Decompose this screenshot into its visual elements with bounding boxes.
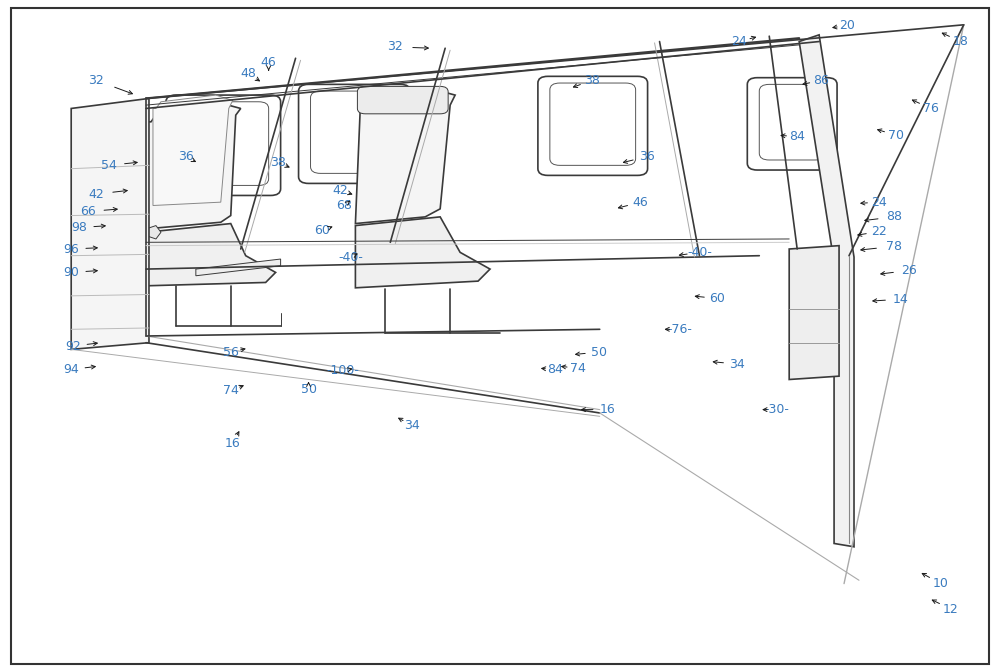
Polygon shape [146, 101, 241, 229]
Text: 24: 24 [731, 35, 747, 48]
Text: 54: 54 [101, 159, 117, 172]
Text: 96: 96 [63, 243, 79, 255]
Text: 26: 26 [901, 264, 917, 277]
Text: 50: 50 [301, 383, 317, 396]
Polygon shape [355, 89, 455, 224]
Polygon shape [153, 95, 233, 206]
Polygon shape [146, 226, 161, 239]
Text: 56: 56 [223, 345, 239, 359]
FancyBboxPatch shape [759, 85, 825, 160]
Text: 36: 36 [178, 150, 194, 163]
Text: -40-: -40- [687, 246, 712, 259]
Text: 34: 34 [729, 358, 745, 370]
Text: 20: 20 [839, 19, 855, 32]
Polygon shape [196, 259, 281, 276]
FancyBboxPatch shape [311, 91, 398, 173]
Text: 22: 22 [871, 225, 887, 238]
Text: 50: 50 [591, 345, 607, 359]
Text: 94: 94 [63, 363, 79, 376]
FancyBboxPatch shape [538, 77, 648, 175]
Text: 18: 18 [953, 35, 969, 48]
FancyBboxPatch shape [299, 85, 410, 183]
Text: 32: 32 [387, 40, 403, 53]
FancyBboxPatch shape [166, 95, 281, 196]
Text: 70: 70 [888, 129, 904, 142]
Text: -100-: -100- [326, 364, 359, 377]
Text: 32: 32 [88, 74, 104, 87]
Text: 42: 42 [333, 183, 348, 197]
Text: 84: 84 [547, 363, 563, 376]
Text: 16: 16 [225, 437, 241, 450]
Text: 14: 14 [893, 293, 909, 306]
Text: 42: 42 [88, 187, 104, 201]
Text: 12: 12 [943, 603, 959, 616]
Text: 36: 36 [639, 150, 654, 163]
Text: 10: 10 [933, 577, 949, 590]
Text: -40-: -40- [338, 251, 363, 263]
Polygon shape [146, 224, 276, 286]
Text: 68: 68 [336, 199, 352, 212]
Text: 90: 90 [63, 266, 79, 279]
Text: 24: 24 [871, 196, 887, 208]
Polygon shape [789, 246, 839, 380]
Text: 34: 34 [404, 419, 420, 432]
Text: 98: 98 [71, 221, 87, 234]
Text: 16: 16 [600, 403, 616, 416]
Text: 66: 66 [80, 205, 96, 218]
Text: 38: 38 [584, 74, 600, 87]
FancyBboxPatch shape [550, 83, 636, 165]
Text: 48: 48 [241, 67, 257, 80]
Polygon shape [71, 98, 149, 349]
Text: -30-: -30- [765, 403, 790, 416]
Text: 88: 88 [886, 210, 902, 223]
FancyBboxPatch shape [178, 101, 269, 185]
Text: 74: 74 [570, 362, 586, 374]
Text: 84: 84 [789, 130, 805, 143]
Text: 74: 74 [223, 384, 239, 397]
Text: 78: 78 [886, 240, 902, 253]
Text: 76: 76 [923, 102, 939, 115]
Polygon shape [799, 35, 854, 547]
Text: 86: 86 [813, 74, 829, 87]
Text: 46: 46 [633, 196, 648, 208]
Text: 60: 60 [315, 224, 330, 237]
Text: -76-: -76- [667, 323, 692, 336]
Text: 38: 38 [270, 155, 286, 169]
Text: 92: 92 [65, 339, 81, 353]
FancyBboxPatch shape [747, 78, 837, 170]
FancyBboxPatch shape [357, 87, 448, 114]
Text: 60: 60 [709, 292, 725, 305]
Polygon shape [355, 217, 490, 288]
Text: 46: 46 [261, 56, 277, 69]
